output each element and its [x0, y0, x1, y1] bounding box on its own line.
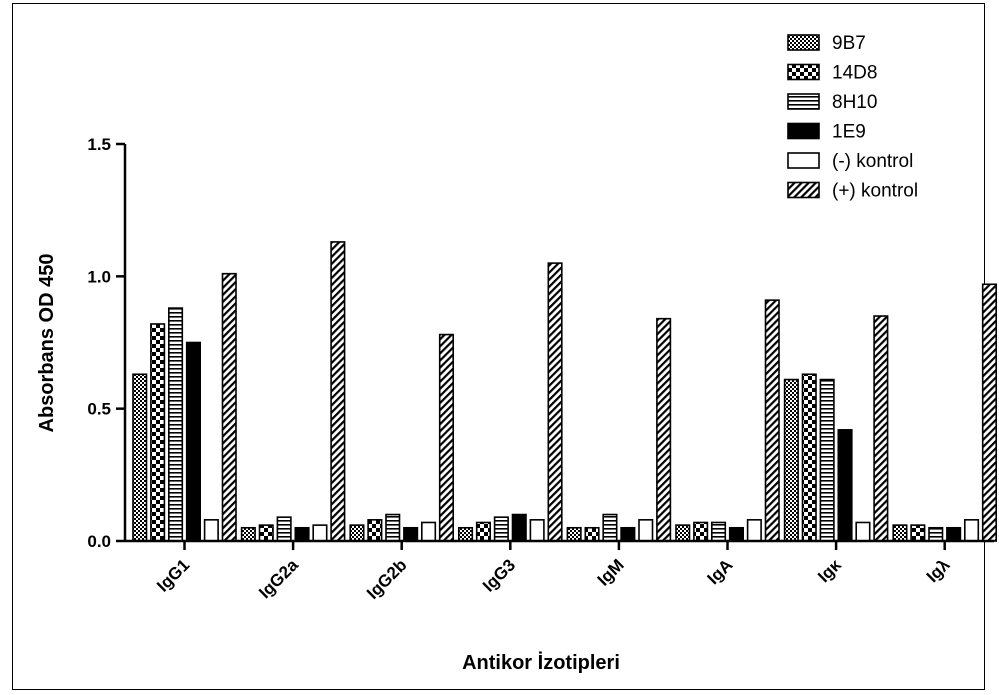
- bar-IgG2a-9B7: [240, 526, 256, 542]
- legend-swatch-1E9: [787, 122, 820, 140]
- bar-IgG3-1E9: [511, 513, 527, 542]
- legend-label: (+) kontrol: [832, 181, 918, 202]
- bar-IgG2b-9B7: [349, 524, 365, 542]
- bar-Igλ-1E9: [946, 526, 962, 542]
- legend: 9B7 14D8 8H10 1E9 (-) kontrol (+) kontrol: [787, 33, 918, 202]
- bar-IgA-8H10: [710, 521, 727, 542]
- x-tick-label: IgG3: [479, 555, 519, 595]
- bar-IgM-1E9: [620, 526, 636, 542]
- legend-label: 14D8: [832, 63, 877, 84]
- bar-IgG1-(-) kontrol: [203, 519, 219, 542]
- x-tick-label: IgA: [704, 555, 737, 588]
- bar-Igκ-8H10: [819, 378, 835, 542]
- bar-IgM-(+) kontrol: [656, 317, 672, 542]
- legend-swatch-(-) kontrol: [787, 152, 820, 169]
- bar-IgG1-(+) kontrol: [221, 272, 237, 542]
- bar-IgG3-(-) kontrol: [529, 519, 545, 542]
- bar-IgG2b-8H10: [385, 513, 401, 542]
- bar-IgM-(-) kontrol: [638, 519, 654, 542]
- bar-IgA-(-) kontrol: [746, 519, 762, 542]
- x-tick-label: IgG2b: [363, 555, 410, 602]
- bar-IgM-8H10: [602, 513, 618, 542]
- y-tick-label: 1.5: [87, 135, 111, 154]
- y-axis-title: Absorbans OD 450: [36, 254, 58, 433]
- x-tick-label: Igκ: [814, 555, 845, 586]
- bar-IgA-1E9: [728, 526, 745, 542]
- x-tick-label: IgG2a: [255, 555, 302, 602]
- bar-IgG3-9B7: [457, 526, 474, 542]
- bar-Igκ-(-) kontrol: [855, 521, 871, 542]
- bar-IgM-9B7: [566, 526, 582, 542]
- legend-label: 1E9: [832, 122, 866, 143]
- legend-label: 9B7: [832, 33, 866, 54]
- bar-IgG1-1E9: [185, 341, 201, 542]
- bar-Igλ-14D8: [910, 524, 926, 542]
- bar-IgG1-8H10: [168, 307, 184, 542]
- bar-Igλ-8H10: [928, 526, 944, 542]
- y-tick-label: 0.0: [87, 532, 111, 551]
- x-tick-label: IgG1: [153, 555, 193, 595]
- x-tick-label: IgM: [594, 555, 628, 589]
- bar-IgG1-14D8: [150, 323, 166, 542]
- bar-IgG2a-(+) kontrol: [330, 241, 346, 542]
- bar-IgG1-9B7: [132, 373, 148, 542]
- legend-swatch-9B7: [787, 34, 820, 51]
- legend-label: 8H10: [832, 92, 877, 113]
- bar-Igλ-9B7: [892, 524, 908, 542]
- bar-IgG3-(+) kontrol: [547, 262, 563, 542]
- bar-Igκ-(+) kontrol: [873, 315, 889, 542]
- bar-IgG2a-14D8: [258, 524, 274, 542]
- bar-IgG3-14D8: [475, 521, 492, 542]
- bar-Igκ-1E9: [837, 429, 853, 542]
- bar-IgG2a-8H10: [276, 516, 292, 542]
- bar-IgA-14D8: [693, 521, 709, 542]
- legend-label: (-) kontrol: [832, 151, 913, 172]
- bar-IgG3-8H10: [493, 516, 509, 542]
- bars-group: [132, 241, 998, 542]
- bar-IgM-14D8: [584, 526, 600, 542]
- y-ticks-group: 0.0 0.5 1.0 1.5: [87, 135, 125, 551]
- bar-Igκ-14D8: [801, 373, 817, 542]
- legend-swatch-14D8: [787, 63, 820, 81]
- y-tick-label: 1.0: [87, 267, 111, 286]
- bar-IgA-9B7: [675, 524, 691, 542]
- bar-Igλ-(-) kontrol: [963, 519, 980, 542]
- bar-IgA-(+) kontrol: [764, 299, 780, 542]
- bar-IgG2b-1E9: [403, 526, 419, 542]
- axes-group: [123, 144, 994, 543]
- y-tick-label: 0.5: [87, 400, 111, 419]
- x-ticks-group: IgG1 IgG2a IgG2b IgG3 IgM IgA Igκ Igλ: [153, 541, 954, 603]
- x-axis-title: Antikor İzotipleri: [462, 651, 620, 674]
- legend-swatch-(+) kontrol: [787, 181, 820, 199]
- x-tick-label: Igλ: [923, 555, 954, 586]
- legend-swatch-8H10: [787, 93, 820, 110]
- bar-IgG2b-(-) kontrol: [420, 521, 437, 542]
- bar-IgG2b-(+) kontrol: [438, 333, 455, 542]
- bar-Igκ-9B7: [783, 378, 799, 542]
- bar-IgG2a-1E9: [294, 526, 310, 542]
- bar-Igλ-(+) kontrol: [981, 283, 998, 542]
- bar-IgG2a-(-) kontrol: [312, 524, 328, 542]
- bar-IgG2b-14D8: [367, 519, 383, 542]
